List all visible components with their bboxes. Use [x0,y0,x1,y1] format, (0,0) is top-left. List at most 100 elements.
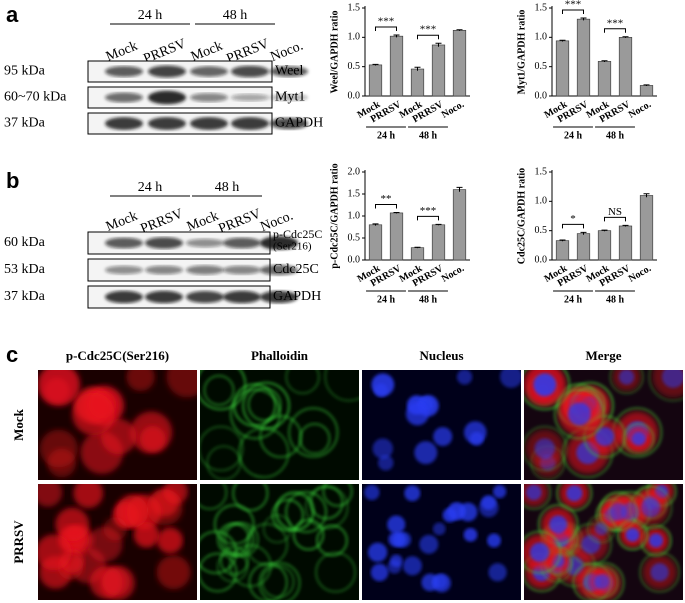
nucleus [463,527,478,542]
bar [597,230,612,261]
nucleus [469,431,484,446]
cells [38,484,191,600]
cell-green [617,519,648,551]
bar [555,240,570,261]
y-tick-label: 1.5 [348,2,361,13]
blot-band [105,66,143,77]
lane-label: Mock [104,209,140,235]
blot-band [190,117,228,130]
bar [368,224,383,261]
molecular-weight: 60 kDa [4,235,46,250]
blot-band [260,290,298,304]
cell-green [238,427,290,478]
nucleus [414,441,438,465]
cell-green [247,387,282,422]
micrograph [38,484,197,600]
blot-band [223,237,261,249]
row-label: Mock [11,408,26,441]
bar [431,224,446,261]
cell-green [245,523,288,566]
error-bar [559,239,566,242]
nucleus [661,370,683,388]
blot-band [190,66,228,77]
nucleus [631,431,646,446]
cell-green [324,370,359,402]
nucleus [456,370,473,385]
time-label: 48 h [223,8,248,23]
bar [618,225,633,261]
nucleus [595,427,615,447]
protein-label: Myt1 [275,90,305,105]
nucleus [609,503,627,521]
significance-bracket [604,28,626,33]
blot-band [223,290,261,304]
row-label: PRRSV [11,520,26,564]
cell-green [305,485,349,530]
error-bar [414,246,421,249]
bar [618,37,633,97]
cell-green [585,565,619,599]
nucleus [387,515,406,534]
cell-green [583,415,626,458]
cell-green [293,519,324,551]
protein-label: Cdc25C [273,262,319,277]
y-axis-label: Weel/GAPDH ratio [329,10,340,93]
blot-band [148,90,186,105]
x-tick-label: Noco. [627,263,654,285]
error-bar [580,17,587,21]
cell-green [262,514,292,544]
nucleus [641,497,661,518]
micrograph [200,370,359,480]
y-axis-label: p-Cdc25C/GAPDH ratio [329,163,340,268]
y-tick-label: 0.0 [348,254,361,265]
cell-green [261,565,295,599]
y-tick-label: 1.5 [535,166,548,177]
group-label: 48 h [419,130,438,141]
group-label: 48 h [606,294,625,305]
blot-band [186,238,224,248]
micrograph [524,370,683,480]
cell-green [285,491,327,533]
nucleus [372,438,393,459]
cell-red [38,534,72,571]
protein-label: p-Cdc25C [273,227,322,241]
protein-label: Weel [275,64,304,79]
y-tick-label: 0.0 [535,90,548,101]
nucleus [405,402,429,426]
panel-label: a [6,2,19,27]
y-tick-label: 0.5 [535,225,548,236]
error-bar [393,34,400,38]
x-tick-label: Noco. [627,99,654,121]
nucleus [529,542,550,562]
column-header: Nucleus [419,348,463,363]
cell-green [232,484,269,512]
significance-bracket [604,216,626,222]
nucleus [487,533,501,548]
bar [555,40,570,97]
cell-red [55,507,90,542]
y-tick-label: 0.0 [348,90,361,101]
cell-red [139,425,166,452]
group-label: 24 h [564,294,583,305]
bar [389,35,404,97]
significance-bracket [562,9,584,14]
significance-label: *** [420,24,437,36]
y-tick-label: 0.0 [535,254,548,265]
blot-band [186,291,224,303]
blot-band [270,66,308,77]
significance-label: * [570,213,576,225]
nucleus [370,563,389,582]
error-bar [643,84,650,87]
group-label: 48 h [419,294,438,305]
bar [410,68,425,97]
y-tick-label: 0.5 [535,61,548,72]
cell-green [554,388,605,440]
blot-band [148,117,186,130]
cell-green [274,492,314,532]
error-bar [559,39,566,42]
blot-band [223,265,261,275]
error-bar [435,223,442,226]
cell-green [609,370,644,395]
micrograph [38,370,197,480]
cells [200,370,359,480]
